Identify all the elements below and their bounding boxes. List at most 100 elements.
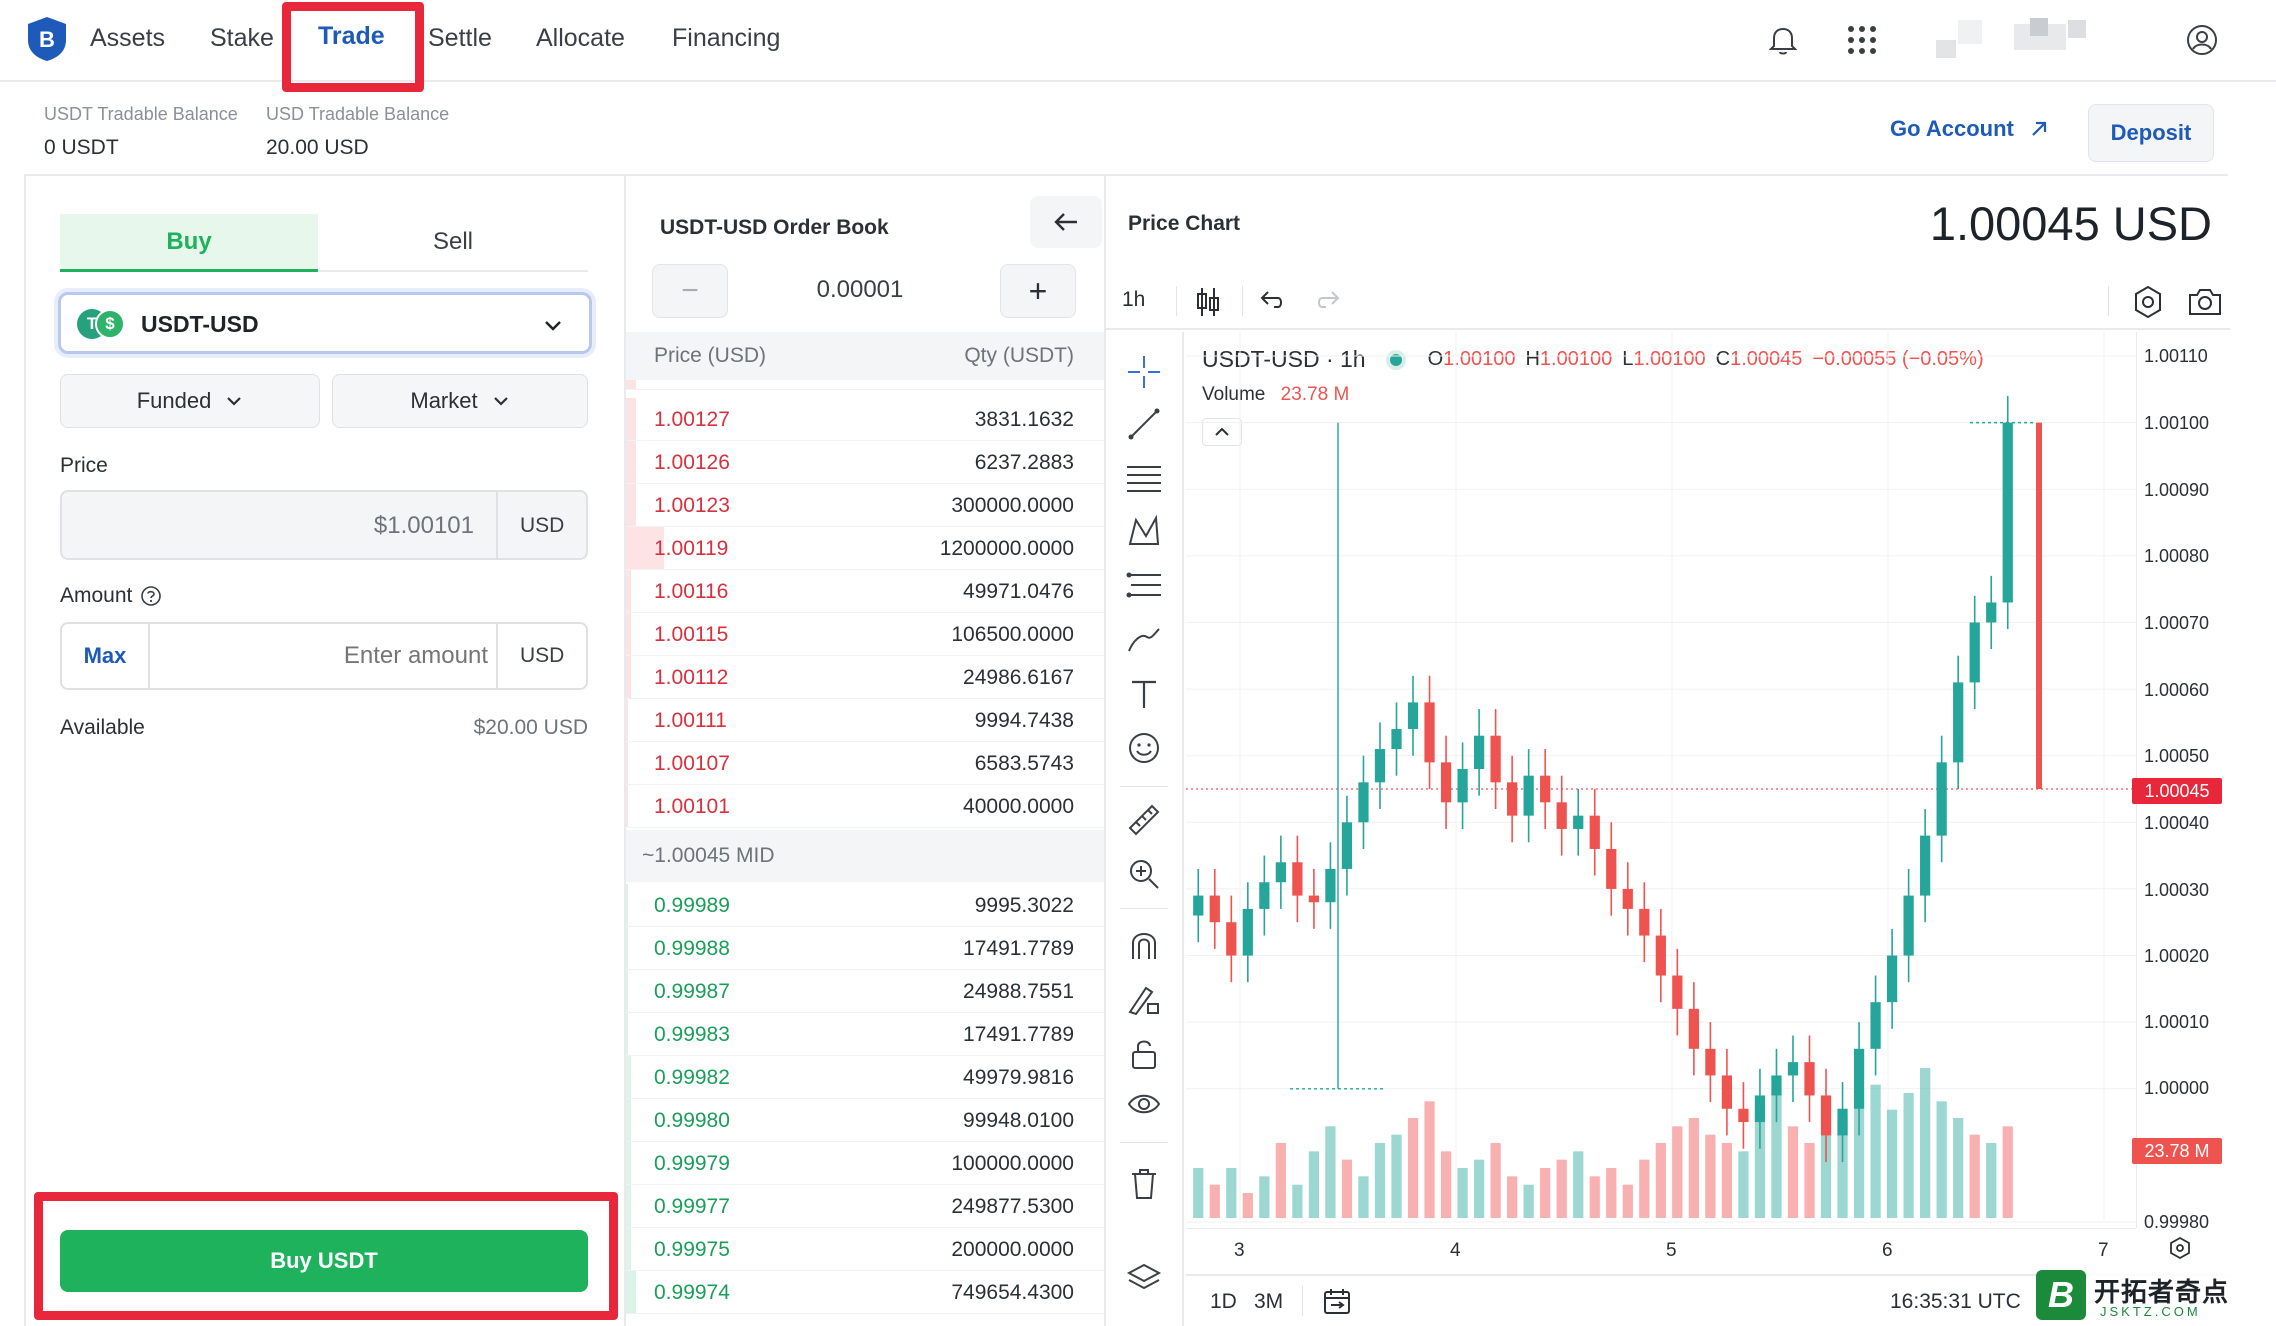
price-tick-label: 1.00000 [2144,1078,2210,1098]
ask-row[interactable]: 1.00123 300000.0000 [626,484,1104,527]
nav-assets[interactable]: Assets [90,24,166,52]
step-decrease-button[interactable]: − [652,264,728,318]
nav-allocate[interactable]: Allocate [536,24,625,52]
ask-price: 1.00112 [654,666,729,689]
go-account-link[interactable]: Go Account [1890,116,2048,142]
tab-sell[interactable]: Sell [318,214,588,272]
magnet-icon[interactable] [1124,926,1164,966]
nav-settle[interactable]: Settle [428,24,492,52]
bid-row[interactable]: 0.99974 749654.4300 [626,1271,1104,1314]
trash-icon[interactable] [1124,1164,1164,1204]
ruler-icon[interactable] [1124,800,1164,840]
layers-icon[interactable] [1124,1258,1164,1298]
max-button[interactable]: Max [62,624,148,688]
ask-row[interactable]: 1.00112 24986.6167 [626,656,1104,699]
interval-button[interactable]: 1h [1122,288,1146,311]
deposit-button[interactable]: Deposit [2088,104,2214,162]
volume-value: 23.78 M [1280,384,1350,405]
bid-row[interactable]: 0.99987 24988.7551 [626,970,1104,1013]
collapse-orderbook-button[interactable] [1030,196,1102,248]
usdt-balance-value: 0 USDT [44,136,119,159]
user-profile-icon[interactable] [2186,24,2218,61]
chevron-up-icon [1215,427,1229,436]
bid-row[interactable]: 0.99983 17491.7789 [626,1013,1104,1056]
order-type-label: Market [410,388,478,413]
bid-row[interactable]: 0.99980 99948.0100 [626,1099,1104,1142]
ask-depth-bar [626,398,636,440]
step-increase-button[interactable]: + [1000,264,1076,318]
price-chart-canvas[interactable] [1186,332,2136,1228]
trend-line-icon[interactable] [1124,404,1164,444]
nav-stake[interactable]: Stake [210,24,274,52]
chevron-down-icon [227,397,242,406]
price-value: $1.00101 [373,512,474,539]
unlock-icon[interactable] [1124,1034,1164,1074]
candle-body [1820,1095,1832,1136]
ask-row[interactable]: 1.00107 6583.5743 [626,742,1104,785]
ask-row[interactable]: 1.00115 106500.0000 [626,613,1104,656]
ask-row[interactable]: 1.00126 6237.2883 [626,441,1104,484]
bid-price: 0.99982 [654,1066,730,1089]
buy-usdt-button[interactable]: Buy USDT [60,1230,588,1292]
draw-lock-icon[interactable] [1124,980,1164,1020]
camera-icon[interactable] [2186,284,2224,320]
horizontal-lines-icon[interactable] [1124,458,1164,498]
undo-icon[interactable] [1256,286,1286,316]
amount-input[interactable] [158,632,488,680]
orderbook-title: USDT-USD Order Book [660,216,889,239]
range-1d-button[interactable]: 1D [1210,1290,1237,1313]
fib-retracement-icon[interactable] [1124,566,1164,606]
candle-body [1639,908,1650,936]
nav-trade[interactable]: Trade [318,22,385,50]
bitgo-logo-icon[interactable]: B [26,16,68,62]
bid-row[interactable]: 0.99988 17491.7789 [626,927,1104,970]
crosshair-icon[interactable] [1124,352,1164,392]
zoom-in-icon[interactable] [1124,854,1164,894]
volume-bar [1705,1134,1716,1218]
apps-grid-icon[interactable] [1846,24,1878,61]
tab-buy[interactable]: Buy [60,214,318,272]
ask-row[interactable]: 1.00127 3831.1632 [626,398,1104,441]
pattern-icon[interactable] [1124,512,1164,552]
bid-row[interactable]: 0.99989 9995.3022 [626,884,1104,927]
price-tick-label: 1.00030 [2144,880,2210,900]
redo-icon[interactable] [1314,286,1344,316]
candle-body [1771,1075,1782,1096]
time-tick-label: 3 [1234,1240,1245,1261]
volume-bar [1903,1093,1914,1218]
axis-settings-icon[interactable] [2168,1236,2192,1260]
pair-label: USDT-USD [141,311,259,337]
volume-bar [1655,1143,1666,1218]
nav-financing[interactable]: Financing [672,24,781,52]
candle-type-icon[interactable] [1188,282,1228,322]
calendar-icon[interactable] [1322,1286,1352,1316]
range-3m-button[interactable]: 3M [1254,1290,1284,1313]
brush-icon[interactable] [1124,620,1164,660]
pair-select[interactable]: T $ USDT-USD [58,292,592,354]
chevron-down-icon [493,397,508,406]
price-tick-label: 1.00100 [2144,413,2210,433]
chart-toolbar: 1h [1106,274,2230,330]
usdt-balance-label: USDT Tradable Balance [44,104,238,124]
candle-body [1259,882,1270,909]
collapse-legend-button[interactable] [1202,418,1242,446]
help-circle-icon[interactable] [140,585,162,607]
ask-row[interactable]: 1.00101 40000.0000 [626,785,1104,828]
chart-settings-icon[interactable] [2130,284,2166,320]
trade-highlight-box [282,2,424,92]
bell-icon[interactable] [1768,24,1798,61]
ask-row[interactable]: 1.00116 49971.0476 [626,570,1104,613]
eye-icon[interactable] [1124,1086,1164,1126]
text-tool-icon[interactable] [1124,674,1164,714]
funding-select[interactable]: Funded [60,374,320,428]
ask-row[interactable]: 1.00111 9994.7438 [626,699,1104,742]
bid-row[interactable]: 0.99975 200000.0000 [626,1228,1104,1271]
bid-row[interactable]: 0.99977 249877.5300 [626,1185,1104,1228]
bid-row[interactable]: 0.99982 49979.9816 [626,1056,1104,1099]
emoji-icon[interactable] [1124,728,1164,768]
ask-price: 1.00127 [654,408,730,431]
ask-row[interactable]: 1.00119 1200000.0000 [626,527,1104,570]
bid-row[interactable]: 0.99979 100000.0000 [626,1142,1104,1185]
volume-bar [1920,1068,1931,1218]
order-type-select[interactable]: Market [332,374,588,428]
